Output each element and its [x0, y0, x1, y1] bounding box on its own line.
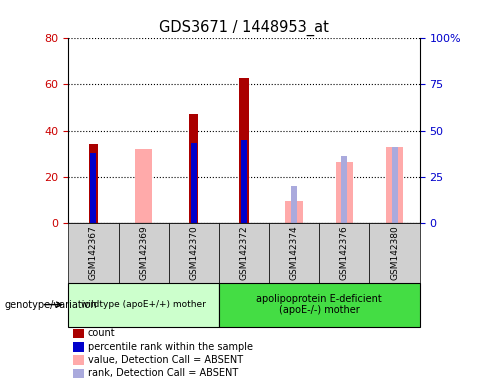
Title: GDS3671 / 1448953_at: GDS3671 / 1448953_at [159, 20, 329, 36]
Text: genotype/variation: genotype/variation [5, 300, 98, 310]
Bar [89, 144, 98, 223]
Bar [291, 186, 297, 223]
Text: percentile rank within the sample: percentile rank within the sample [88, 342, 253, 352]
Text: GSM142380: GSM142380 [390, 225, 399, 280]
Bar [90, 153, 97, 223]
Text: rank, Detection Call = ABSENT: rank, Detection Call = ABSENT [88, 369, 238, 379]
Text: GSM142374: GSM142374 [290, 225, 299, 280]
Text: GSM142367: GSM142367 [89, 225, 98, 280]
Text: wildtype (apoE+/+) mother: wildtype (apoE+/+) mother [81, 300, 206, 309]
Bar [135, 149, 152, 223]
Bar [342, 156, 347, 223]
Text: count: count [88, 328, 116, 338]
Text: GSM142370: GSM142370 [189, 225, 198, 280]
Bar [241, 140, 247, 223]
Bar [386, 147, 404, 223]
Text: apolipoprotein E-deficient
(apoE-/-) mother: apolipoprotein E-deficient (apoE-/-) mot… [256, 294, 382, 315]
Bar [240, 78, 248, 223]
Bar [336, 162, 353, 223]
Text: GSM142376: GSM142376 [340, 225, 349, 280]
Bar [285, 200, 303, 223]
Text: value, Detection Call = ABSENT: value, Detection Call = ABSENT [88, 355, 243, 365]
Bar [191, 144, 197, 223]
Bar [391, 147, 398, 223]
Text: GSM142369: GSM142369 [139, 225, 148, 280]
Text: GSM142372: GSM142372 [240, 225, 248, 280]
Bar [189, 114, 198, 223]
